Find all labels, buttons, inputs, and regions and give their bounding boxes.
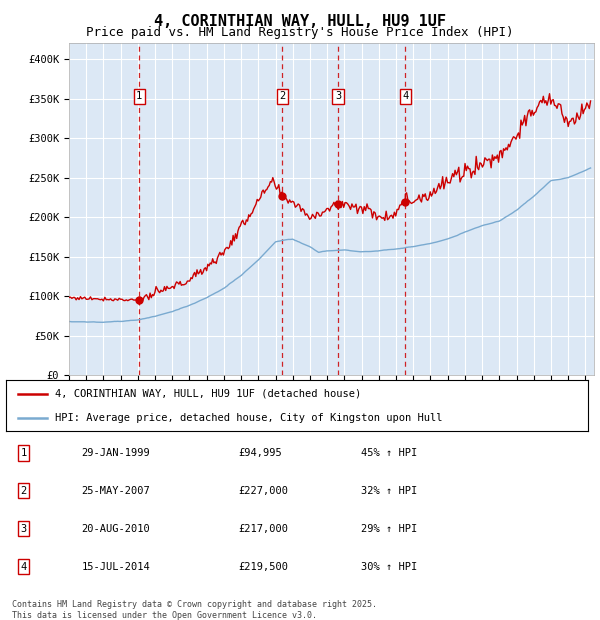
Text: 2: 2 <box>280 92 286 102</box>
Text: Price paid vs. HM Land Registry's House Price Index (HPI): Price paid vs. HM Land Registry's House … <box>86 26 514 39</box>
Text: £94,995: £94,995 <box>239 448 283 458</box>
Text: 29% ↑ HPI: 29% ↑ HPI <box>361 524 417 534</box>
Text: £217,000: £217,000 <box>239 524 289 534</box>
Text: 1: 1 <box>136 92 142 102</box>
Text: £219,500: £219,500 <box>239 562 289 572</box>
Text: Contains HM Land Registry data © Crown copyright and database right 2025.
This d: Contains HM Land Registry data © Crown c… <box>12 600 377 619</box>
Text: 2: 2 <box>20 486 26 496</box>
Text: £227,000: £227,000 <box>239 486 289 496</box>
Text: 4, CORINTHIAN WAY, HULL, HU9 1UF (detached house): 4, CORINTHIAN WAY, HULL, HU9 1UF (detach… <box>55 389 362 399</box>
Text: 32% ↑ HPI: 32% ↑ HPI <box>361 486 417 496</box>
Text: 4: 4 <box>402 92 409 102</box>
Text: 4: 4 <box>20 562 26 572</box>
Text: 20-AUG-2010: 20-AUG-2010 <box>82 524 151 534</box>
Text: 3: 3 <box>335 92 341 102</box>
Text: HPI: Average price, detached house, City of Kingston upon Hull: HPI: Average price, detached house, City… <box>55 413 443 423</box>
Text: 25-MAY-2007: 25-MAY-2007 <box>82 486 151 496</box>
Text: 3: 3 <box>20 524 26 534</box>
Text: 1: 1 <box>20 448 26 458</box>
Text: 30% ↑ HPI: 30% ↑ HPI <box>361 562 417 572</box>
Text: 29-JAN-1999: 29-JAN-1999 <box>82 448 151 458</box>
Text: 15-JUL-2014: 15-JUL-2014 <box>82 562 151 572</box>
Text: 4, CORINTHIAN WAY, HULL, HU9 1UF: 4, CORINTHIAN WAY, HULL, HU9 1UF <box>154 14 446 29</box>
Text: 45% ↑ HPI: 45% ↑ HPI <box>361 448 417 458</box>
